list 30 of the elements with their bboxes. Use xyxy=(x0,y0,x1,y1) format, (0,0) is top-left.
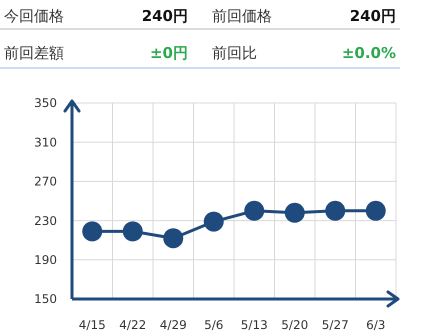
point xyxy=(244,200,264,221)
y-tick-label: 350 xyxy=(34,96,57,110)
point xyxy=(122,221,143,242)
y-tick-label: 310 xyxy=(34,135,57,150)
x-tick-label: 6/3 xyxy=(366,318,386,332)
text: 前回差額 xyxy=(4,44,64,62)
point xyxy=(366,200,386,221)
point xyxy=(163,228,184,248)
text: 240円 xyxy=(142,7,188,25)
point xyxy=(82,221,102,242)
x-tick-label: 5/6 xyxy=(204,318,224,332)
y-tick-label: 230 xyxy=(34,214,57,228)
x-tick-label: 4/22 xyxy=(119,318,146,332)
y-tick-label: 190 xyxy=(34,253,57,267)
point xyxy=(204,212,224,232)
point xyxy=(284,202,305,223)
point xyxy=(325,200,346,221)
text: 前回比 xyxy=(212,44,257,62)
x-tick-label: 4/29 xyxy=(160,318,187,332)
x-tick-label: 5/20 xyxy=(281,318,308,332)
text: 240円 xyxy=(350,7,396,25)
text: ±0.0% xyxy=(342,44,396,62)
x-tick-label: 4/15 xyxy=(78,318,106,332)
y-tick-label: 150 xyxy=(34,292,57,306)
x-tick-label: 5/27 xyxy=(322,318,349,332)
x-tick-label: 5/13 xyxy=(240,318,268,332)
text: 今回価格 xyxy=(4,7,64,25)
y-tick-label: 270 xyxy=(34,174,57,189)
text: 前回価格 xyxy=(212,7,272,25)
text: ±0円 xyxy=(150,44,188,62)
